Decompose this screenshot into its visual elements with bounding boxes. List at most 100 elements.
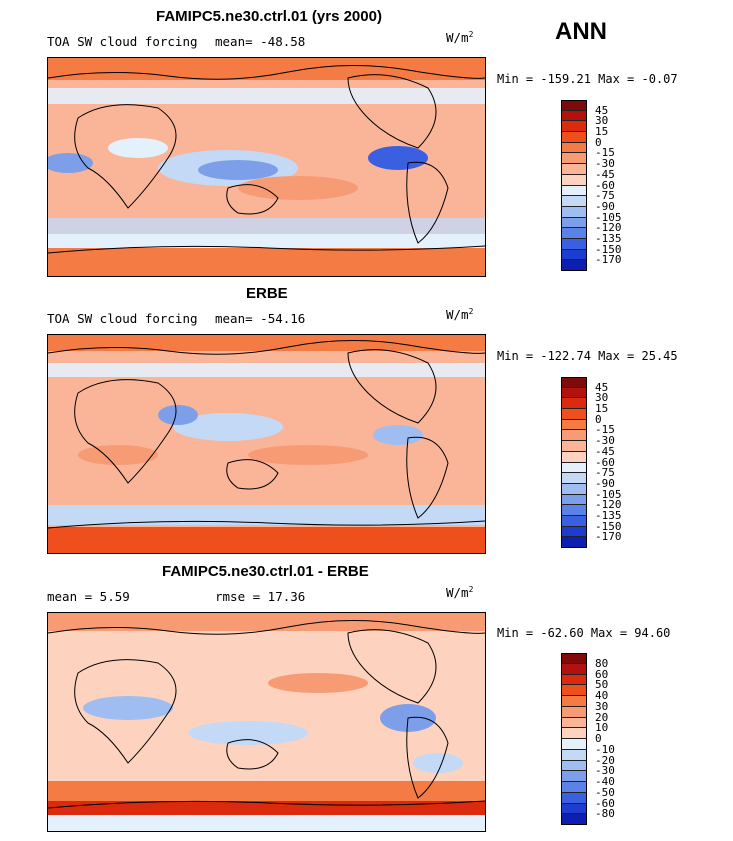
panel-3-colorbar: 80 60 50 40 30 20 10 0 -10 -20 -30 -40 -50 -60 -80: [561, 653, 641, 825]
panel-2-mean-value: -54.16: [260, 311, 306, 326]
colorbar-swatch: [561, 782, 587, 793]
colorbar-swatch: [561, 483, 587, 495]
colorbar-swatch: [561, 217, 587, 229]
colorbar-swatch: [561, 196, 587, 207]
colorbar-swatch: [561, 132, 587, 143]
panel-3-rmse-label: rmse = 17.36: [215, 589, 306, 604]
colorbar-level-label: 50: [595, 678, 609, 692]
colorbar-level-label: -150: [595, 519, 622, 533]
colorbar-swatch: [561, 238, 587, 250]
colorbar-level-label: -10: [595, 742, 615, 756]
colorbar-level-label: -45: [595, 167, 615, 181]
colorbar-level-label: 15: [595, 125, 609, 139]
colorbar-swatch: [561, 771, 587, 782]
panel-1-minmax: Min = -159.21 Max = -0.07: [497, 72, 678, 86]
colorbar-level-label: 15: [595, 402, 609, 416]
panel-3-title: FAMIPC5.ne30.ctrl.01 - ERBE: [162, 563, 369, 580]
colorbar-swatch: [561, 803, 587, 815]
colorbar-swatch: [561, 419, 587, 431]
panel-2-mean-label: mean= -54.16: [215, 311, 306, 326]
colorbar-swatch: [561, 760, 587, 772]
panel-2-map: [47, 334, 486, 554]
colorbar-level-label: -15: [595, 423, 615, 437]
colorbar-swatch: [561, 749, 587, 761]
colorbar-level-label: -105: [595, 210, 622, 224]
colorbar-level-label: -80: [595, 807, 615, 821]
panel-2-map-svg: [48, 335, 485, 553]
season-label: ANN: [555, 18, 607, 45]
colorbar-swatch: [561, 430, 587, 442]
colorbar-level-label: -60: [595, 455, 615, 469]
colorbar-level-label: -20: [595, 753, 615, 767]
panel-1-map: [47, 57, 486, 277]
colorbar-swatch: [561, 739, 587, 750]
colorbar-level-label: 0: [595, 732, 602, 745]
colorbar-swatch: [561, 206, 587, 218]
colorbar-level-label: -120: [595, 221, 622, 235]
colorbar-swatch: [561, 685, 587, 696]
colorbar-frame: [561, 377, 587, 548]
colorbar-swatch: [561, 653, 587, 664]
colorbar-swatch: [561, 505, 587, 516]
colorbar-swatch: [561, 228, 587, 239]
colorbar-level-label: -30: [595, 157, 615, 171]
colorbar-level-label: 30: [595, 391, 609, 405]
colorbar-level-label: -170: [595, 253, 622, 267]
colorbar-level-label: 30: [595, 114, 609, 128]
colorbar-swatch: [561, 674, 587, 686]
colorbar-level-label: -150: [595, 242, 622, 256]
colorbar-swatch: [561, 174, 587, 186]
colorbar-level-label: -90: [595, 476, 615, 490]
colorbar-level-label: 60: [595, 667, 609, 681]
colorbar-swatch: [561, 377, 587, 388]
colorbar-swatch: [561, 121, 587, 133]
colorbar-swatch: [561, 663, 587, 675]
colorbar-level-label: -105: [595, 487, 622, 501]
colorbar-level-label: -170: [595, 530, 622, 544]
colorbar-swatch: [561, 526, 587, 538]
colorbar-swatch: [561, 387, 587, 399]
colorbar-swatch: [561, 728, 587, 739]
panel-3-minmax: Min = -62.60 Max = 94.60: [497, 626, 671, 640]
colorbar-swatch: [561, 473, 587, 484]
colorbar-swatch: [561, 110, 587, 122]
colorbar-frame: [561, 653, 587, 825]
colorbar-swatch: [561, 696, 587, 707]
colorbar-frame: [561, 100, 587, 271]
colorbar-level-label: 20: [595, 710, 609, 724]
colorbar-level-label: -30: [595, 764, 615, 778]
colorbar-swatch: [561, 717, 587, 729]
panel-1-mean-label: mean= -48.58: [215, 34, 306, 49]
panel-3-map-svg: [48, 613, 485, 831]
colorbar-level-label: -135: [595, 508, 622, 522]
colorbar-level-label: -15: [595, 146, 615, 160]
colorbar-level-label: -90: [595, 199, 615, 213]
colorbar-level-label: -120: [595, 498, 622, 512]
colorbar-swatch: [561, 515, 587, 527]
colorbar-swatch: [561, 462, 587, 474]
panel-3-units: W/m2: [446, 585, 474, 601]
colorbar-level-label: -40: [595, 775, 615, 788]
colorbar-swatch: [561, 249, 587, 261]
panel-1-variable-label: TOA SW cloud forcing: [47, 34, 198, 49]
panel-2-units: W/m2: [446, 307, 474, 323]
panel-2-colorbar: 45 30 15 0 -15 -30 -45 -60 -75 -90 -105 -120 -135 -15…: [561, 377, 641, 548]
colorbar-level-label: -75: [595, 189, 615, 203]
panel-1-units: W/m2: [446, 30, 474, 46]
colorbar-level-label: -30: [595, 434, 615, 448]
panel-1-map-svg: [48, 58, 485, 276]
colorbar-swatch: [561, 792, 587, 804]
panel-2-title: ERBE: [246, 285, 288, 302]
colorbar-swatch: [561, 451, 587, 463]
colorbar-swatch: [561, 153, 587, 165]
colorbar-level-label: 80: [595, 656, 609, 670]
colorbar-swatch: [561, 100, 587, 111]
colorbar-level-label: -60: [595, 178, 615, 192]
colorbar-swatch: [561, 441, 587, 452]
colorbar-level-label: -75: [595, 466, 615, 480]
colorbar-level-label: 30: [595, 699, 609, 713]
colorbar-level-label: 45: [595, 380, 609, 394]
panel-2-variable-label: TOA SW cloud forcing: [47, 311, 198, 326]
colorbar-level-label: -45: [595, 444, 615, 458]
panel-1-mean-value: -48.58: [260, 34, 306, 49]
